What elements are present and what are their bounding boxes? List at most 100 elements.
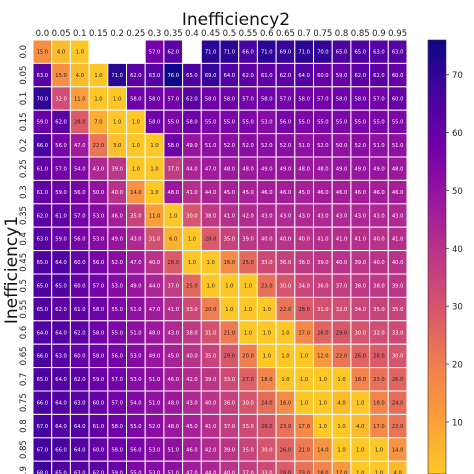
heatmap-cell-label: 49.0 [261,167,273,173]
heatmap-cell-label: 56.0 [111,354,123,360]
heatmap-cell-label: 28.0 [373,354,385,360]
heatmap-cell-label: 58.0 [111,447,123,453]
heatmap-cell-label: 39.0 [392,284,404,290]
heatmap-cell-label: 46.0 [373,190,385,196]
heatmap-cell-label: 22.0 [93,143,105,149]
heatmap-cell-label: 38.0 [373,284,385,290]
heatmap-cell-label: 56.0 [280,120,292,126]
y-tick-label: 0.85 [19,440,29,459]
heatmap-cell-label: 18.0 [354,377,366,383]
heatmap-cell-label: 34.0 [354,307,366,313]
heatmap-cell-label: 62.0 [373,73,385,79]
heatmap-cell-label: 45.0 [186,424,198,430]
heatmap-cell-label: 49.0 [130,284,142,290]
heatmap-cell-label: 45.0 [242,190,254,196]
heatmap-cell-empty [182,39,202,64]
heatmap-cell-label: 44.0 [205,190,217,196]
heatmap-cell-label: 62.0 [37,213,49,219]
heatmap-cell-label: 1.0 [356,401,364,407]
heatmap-cell-label: 16.0 [280,401,292,407]
heatmap-cell-label: 20.0 [205,307,217,313]
heatmap-cell-label: 14.0 [130,190,142,196]
heatmap-cell-label: 33.0 [261,471,273,474]
heatmap-cell-label: 71.0 [111,73,123,79]
heatmap-cell-label: 57.0 [111,401,123,407]
heatmap-cell-label: 64.0 [37,330,49,336]
heatmap-cell-label: 47.0 [130,260,142,266]
heatmap-cell-label: 22.0 [280,307,292,313]
heatmap-cell-label: 36.0 [224,401,236,407]
heatmap-cell-label: 21.0 [298,447,310,453]
heatmap-cell-label: 1.0 [281,354,289,360]
heatmap-cell-label: 57.0 [93,284,105,290]
heatmap-cell-label: 41.0 [205,424,217,430]
heatmap-cell-label: 46.0 [186,447,198,453]
heatmap-cell-label: 57.0 [111,377,123,383]
heatmap-cell-label: 46.0 [111,213,123,219]
heatmap-cell-label: 25.0 [242,260,254,266]
colorbar-tick-labels: 10 20 30 40 50 60 70 [446,71,463,428]
heatmap-cell-label: 39.0 [111,167,123,173]
heatmap-cell-label: 45.0 [167,354,179,360]
heatmap-cell-label: 29.0 [261,424,273,430]
heatmap-cell-label: 64.0 [55,424,67,430]
heatmap-cell-label: 50.0 [93,190,105,196]
heatmap-cell-label: 58.0 [149,96,161,102]
heatmap-cell-label: 23.0 [261,284,273,290]
heatmap-cell-label: 30.0 [354,330,366,336]
heatmap-cell-empty [88,39,109,64]
heatmap-cell-label: 24.0 [261,401,273,407]
heatmap-cell-label: 56.0 [55,143,67,149]
heatmap-cell-label: 4.0 [76,73,84,79]
heatmap-cell-label: 64.0 [55,330,67,336]
heatmap-cell-label: 33.0 [186,307,198,313]
heatmap-cell-label: 62.0 [280,73,292,79]
heatmap-cell-label: 58.0 [336,96,348,102]
heatmap-cell-label: 1.0 [188,237,196,243]
heatmap-cell-label: 59.0 [93,377,105,383]
x-tick-label: 0.75 [313,29,332,39]
heatmap-cell-label: 51.0 [392,143,404,149]
heatmap-cell-label: 1.0 [300,401,308,407]
heatmap-cell-label: 65.0 [354,50,366,56]
heatmap-cell-label: 60.0 [392,96,404,102]
heatmap-cell-label: 63.0 [74,401,86,407]
heatmap-cell-label: 48.0 [392,167,404,173]
heatmap-cell-label: 1.0 [319,401,327,407]
heatmap-cell-label: 65.0 [55,471,67,474]
heatmap-cell-label: 33.0 [261,260,273,266]
heatmap-cell-label: 43.0 [336,213,348,219]
heatmap-cell-label: 57.0 [317,96,329,102]
heatmap-cell-label: 71.0 [298,50,310,56]
heatmap-cell-label: 1.0 [150,190,158,196]
heatmap-cell-label: 1.0 [188,260,196,266]
heatmap-cell-label: 53.0 [149,471,161,474]
heatmap-cell-label: 41.0 [336,237,348,243]
heatmap-cell-label: 26.0 [354,354,366,360]
x-tick-label: 0.65 [276,29,295,39]
heatmap-cell-label: 55.0 [111,330,123,336]
heatmap-cell-label: 33.0 [242,424,254,430]
heatmap-cell-label: 46.0 [354,190,366,196]
heatmap-cell-label: 55.0 [130,471,142,474]
heatmap-cell-label: 44.0 [186,167,198,173]
heatmap-cell-label: 62.0 [93,471,105,474]
heatmap-cell-label: 58.0 [93,354,105,360]
heatmap-cell-label: 41.0 [186,190,198,196]
heatmap-cell-label: 1.0 [150,167,158,173]
heatmap-cell-label: 63.0 [373,50,385,56]
heatmap-cell-label: 1.0 [225,284,233,290]
heatmap-cell-label: 1.0 [207,284,215,290]
colorbar-gradient [427,39,447,474]
heatmap-cell-label: 41.0 [167,307,179,313]
heatmap-cell-label: 28.0 [298,307,310,313]
heatmap-cell-label: 57.0 [167,96,179,102]
heatmap-cell-label: 39.0 [205,377,217,383]
heatmap-cell-label: 46.0 [336,190,348,196]
heatmap-cell-label: 51.0 [167,447,179,453]
heatmap-cell-label: 58.0 [93,307,105,313]
x-tick-label: 0.0 [36,29,50,39]
heatmap-cell-label: 1.0 [113,96,121,102]
heatmap-cell-label: 51.0 [149,377,161,383]
heatmap-cell-label: 58.0 [354,96,366,102]
